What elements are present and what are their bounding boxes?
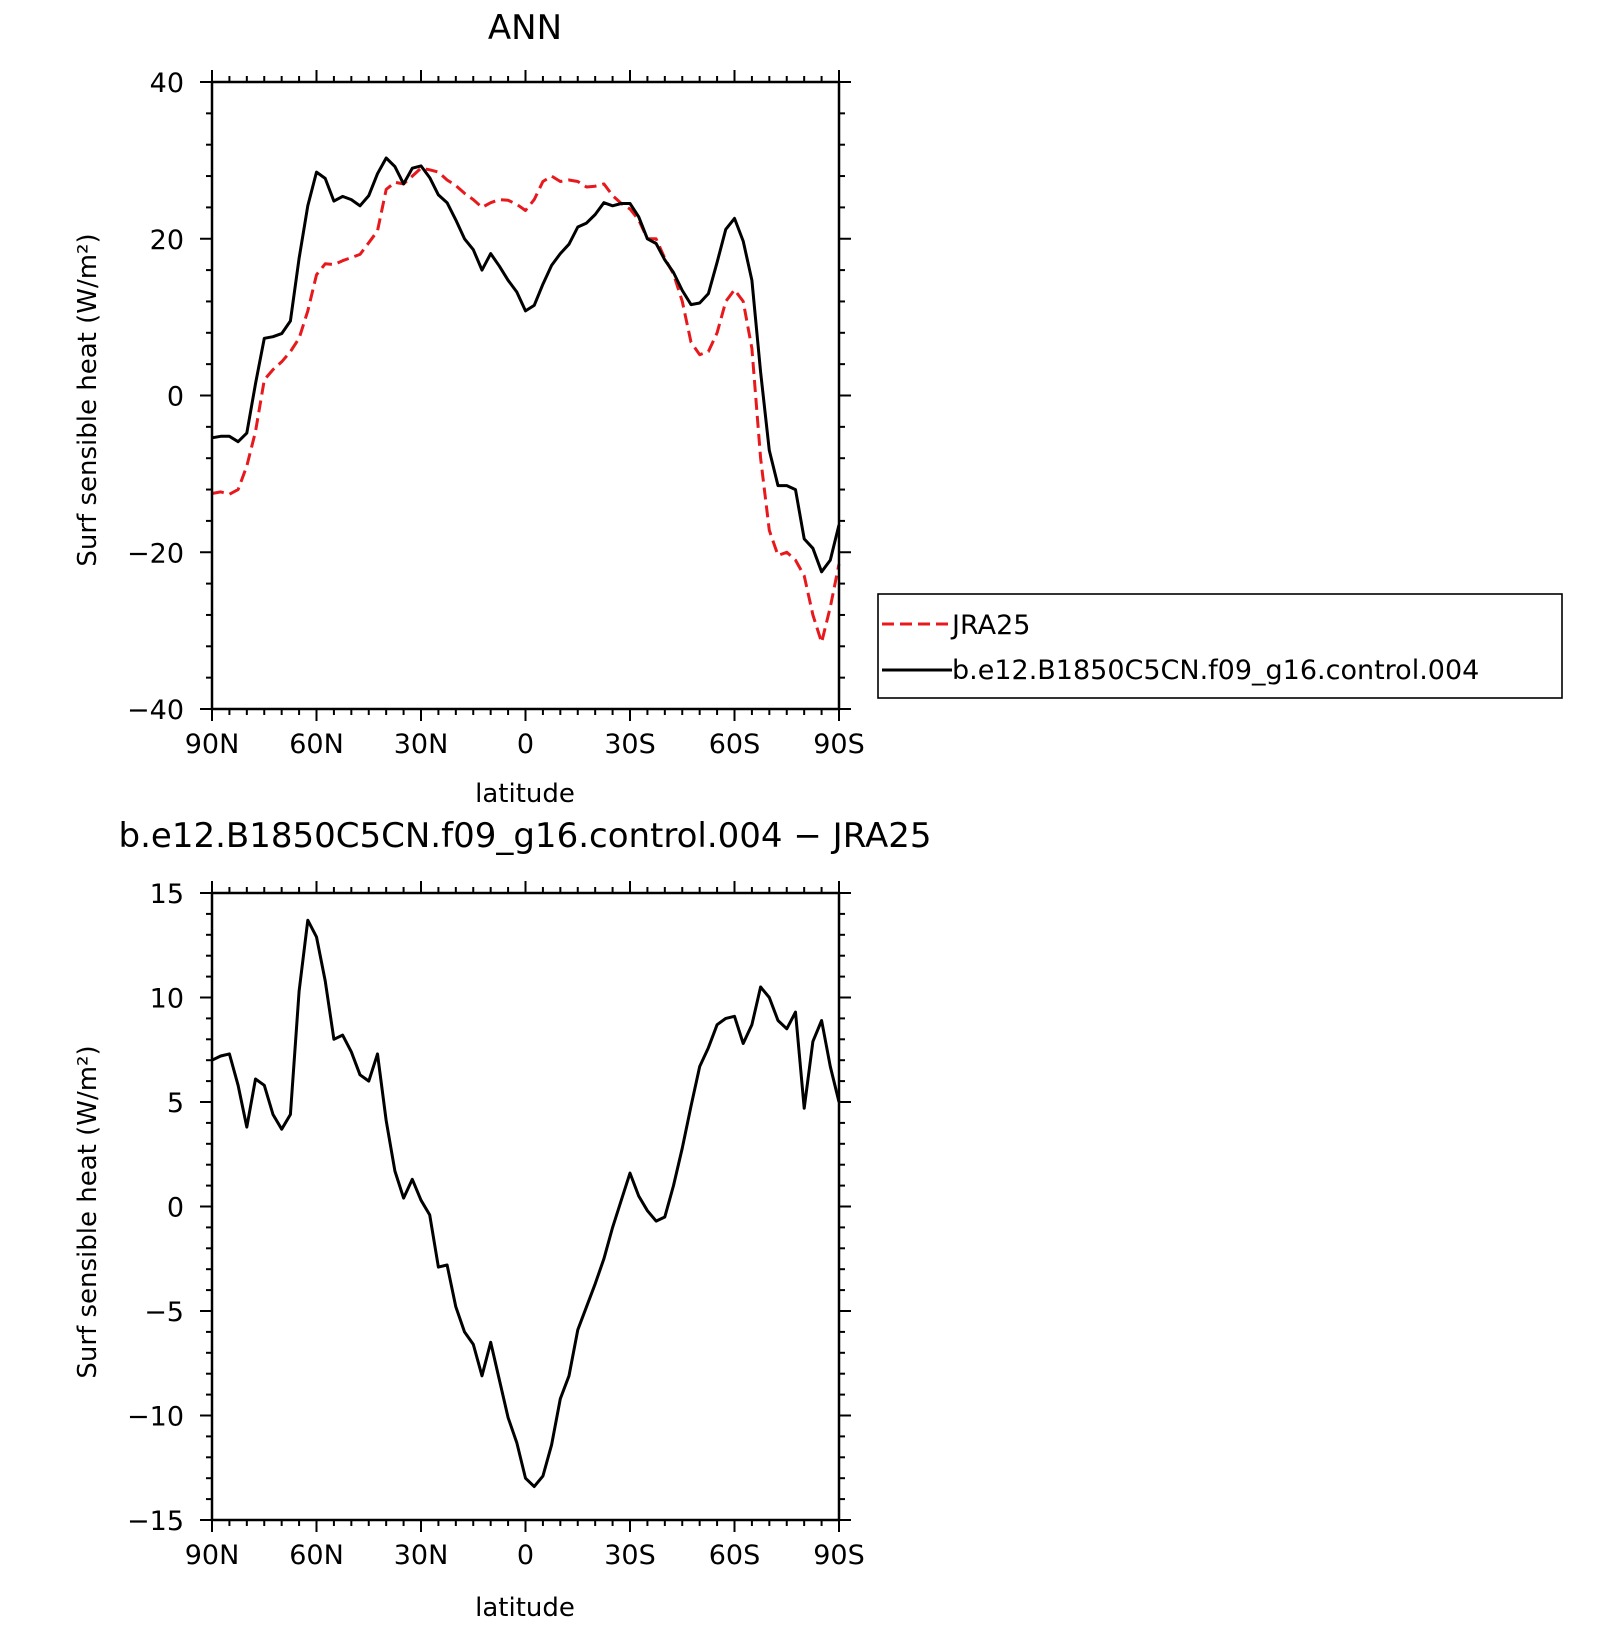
bottom-x-tick-label: 0 xyxy=(517,1540,534,1571)
legend-label-control: b.e12.B1850C5CN.f09_g16.control.004 xyxy=(952,655,1479,686)
top-chart-series-lines xyxy=(211,156,841,644)
top-chart-tick-labels: 90N 60N 30N 0 30S 60S 90S 40 20 0 −20 −40 xyxy=(127,68,865,760)
top-y-tick-label: 0 xyxy=(167,382,184,413)
bottom-chart-tick-labels: 90N 60N 30N 0 30S 60S 90S 15 10 5 0 −5 −10 −15 xyxy=(127,879,865,1571)
top-y-tick-label: −20 xyxy=(127,538,184,569)
top-x-tick-label: 60N xyxy=(289,729,344,760)
bottom-chart-plot-frame xyxy=(210,891,841,1522)
bottom-y-tick-label: 15 xyxy=(150,879,184,910)
bottom-chart-xlabel: latitude xyxy=(475,1593,575,1623)
bottom-chart-ylabel: Surf sensible heat (W/m²) xyxy=(73,1045,103,1378)
bottom-x-tick-label: 30S xyxy=(604,1540,656,1571)
bottom-y-tick-label: 5 xyxy=(167,1088,184,1119)
legend-label-jra25: JRA25 xyxy=(950,610,1030,641)
top-chart-xlabel: latitude xyxy=(475,779,575,809)
top-x-tick-label: 60S xyxy=(709,729,761,760)
top-x-tick-label: 0 xyxy=(517,729,534,760)
bottom-y-tick-label: 10 xyxy=(150,984,184,1015)
bottom-chart-series-lines xyxy=(211,918,841,1489)
top-x-tick-label: 30N xyxy=(394,729,449,760)
top-series-line-0 xyxy=(211,166,841,644)
top-y-tick-label: −40 xyxy=(127,695,184,726)
top-x-tick-label: 90N xyxy=(185,729,240,760)
bottom-chart-panel: b.e12.B1850C5CN.f09_g16.control.004 − JR… xyxy=(73,816,931,1623)
top-series-line-1 xyxy=(211,156,841,574)
bottom-y-tick-label: −5 xyxy=(144,1297,184,1328)
top-x-tick-label: 30S xyxy=(604,729,656,760)
bottom-x-tick-label: 90N xyxy=(185,1540,240,1571)
top-chart-ticks xyxy=(200,70,851,721)
top-chart-ylabel: Surf sensible heat (W/m²) xyxy=(73,233,103,566)
bottom-chart-title: b.e12.B1850C5CN.f09_g16.control.004 − JR… xyxy=(119,816,932,856)
bottom-x-tick-label: 90S xyxy=(813,1540,865,1571)
bottom-x-tick-label: 60N xyxy=(289,1540,344,1571)
top-y-tick-label: 20 xyxy=(150,225,184,256)
top-x-tick-label: 90S xyxy=(813,729,865,760)
bottom-x-tick-label: 30N xyxy=(394,1540,449,1571)
bottom-y-tick-label: −15 xyxy=(127,1506,184,1537)
bottom-series-line-0 xyxy=(211,918,841,1489)
bottom-x-tick-label: 60S xyxy=(709,1540,761,1571)
bottom-chart-ticks xyxy=(200,881,851,1532)
top-y-tick-label: 40 xyxy=(150,68,184,99)
top-chart-title: ANN xyxy=(488,8,562,48)
top-chart-plot-frame xyxy=(210,80,841,711)
top-chart-legend: JRA25 b.e12.B1850C5CN.f09_g16.control.00… xyxy=(877,593,1563,699)
legend-box xyxy=(877,593,1563,699)
bottom-y-tick-label: −10 xyxy=(127,1402,184,1433)
top-chart-panel: ANN Surf sensible heat (W/m²) latitude 9… xyxy=(73,8,1563,809)
bottom-y-tick-label: 0 xyxy=(167,1193,184,1224)
